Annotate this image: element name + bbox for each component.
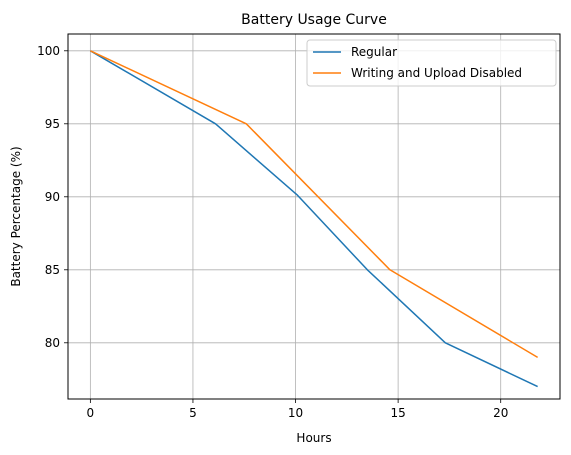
legend-label-writing-upload-disabled: Writing and Upload Disabled (351, 66, 522, 80)
legend-label-regular: Regular (351, 45, 397, 59)
x-tick-label: 0 (87, 406, 95, 420)
series-line-1 (90, 50, 539, 359)
y-tick-label: 90 (45, 190, 60, 204)
y-tick-label: 85 (45, 263, 60, 277)
chart-title: Battery Usage Curve (241, 12, 387, 28)
series-line-0 (89, 50, 538, 388)
x-axis-label: Hours (296, 431, 331, 445)
y-tick-label: 100 (37, 44, 60, 58)
x-tick-label: 15 (390, 406, 405, 420)
legend: Regular Writing and Upload Disabled (306, 39, 557, 87)
y-axis-label: Battery Percentage (%) (9, 146, 23, 286)
x-tick-label: 20 (493, 406, 508, 420)
axis-ticks: 0 5 10 15 20 80 85 90 95 100 (37, 44, 508, 420)
series-lines (89, 50, 539, 388)
plot-frame (67, 33, 561, 400)
x-tick-label: 5 (189, 406, 197, 420)
y-tick-label: 80 (45, 336, 60, 350)
y-tick-label: 95 (45, 117, 60, 131)
x-tick-label: 10 (288, 406, 303, 420)
legend-box (306, 39, 557, 87)
